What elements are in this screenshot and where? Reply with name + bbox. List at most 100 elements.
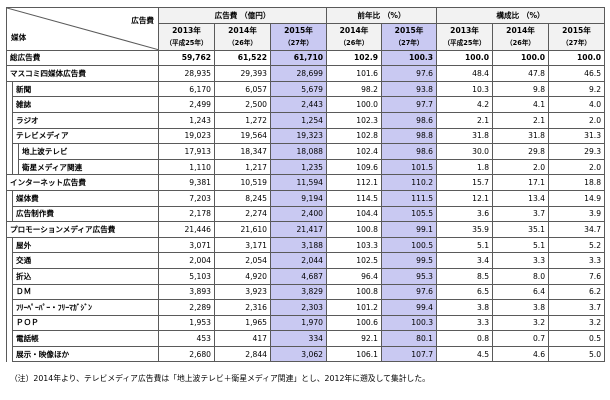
value-cell: 114.5 — [326, 189, 383, 207]
value-cell: 1,970 — [270, 314, 328, 332]
value-cell: 100.5 — [381, 236, 438, 254]
year-header-cell: 2014年 （26年） — [214, 22, 272, 51]
row-label: 展示・映像ほか — [11, 345, 160, 363]
year-header-cell: 2014年 （26年） — [492, 22, 550, 51]
row-label: 地上波テレビ — [17, 143, 160, 160]
value-cell: 3.4 — [436, 252, 494, 269]
value-cell: 19,323 — [270, 127, 328, 145]
year-label: 2015年 — [562, 25, 591, 35]
value-cell: 29.8 — [492, 143, 550, 160]
value-cell: 101.5 — [381, 158, 438, 176]
row-label: マスコミ四媒体広告費 — [5, 65, 160, 82]
value-cell: 3,829 — [270, 283, 328, 301]
table-row: プロモーションメディア広告費 21,446 21,610 21,417 100.8 99.… — [5, 221, 606, 238]
value-cell: 99.1 — [381, 221, 438, 238]
table-row: ＰＯＰ 1,953 1,965 1,970 100.6 100.3 3.3 3.2 3.2 — [6, 314, 606, 332]
value-cell: 2.0 — [492, 158, 550, 176]
value-cell: 1,110 — [158, 158, 216, 176]
value-cell: 1,235 — [270, 158, 328, 176]
row-label: ﾌﾘｰﾍﾟｰﾊﾟｰ・ﾌﾘｰﾏｶﾞｼﾞﾝ — [11, 299, 160, 316]
value-cell: 1,965 — [214, 314, 272, 332]
value-cell: 97.6 — [381, 65, 438, 82]
value-cell: 100.8 — [326, 283, 383, 301]
value-cell: 15.7 — [436, 174, 494, 191]
value-cell: 100.3 — [381, 314, 438, 332]
value-cell: 98.6 — [381, 111, 438, 129]
value-cell: 417 — [214, 330, 272, 347]
value-cell: 100.6 — [326, 314, 383, 332]
value-cell: 101.2 — [326, 299, 383, 316]
year-label: 2014年 — [506, 25, 535, 35]
value-cell: 11,594 — [270, 174, 328, 191]
era-label: （26年） — [228, 38, 257, 47]
value-cell: 1,217 — [214, 158, 272, 176]
value-cell: 6,170 — [158, 80, 216, 98]
value-cell: 3.6 — [436, 205, 494, 223]
value-cell: 1,254 — [270, 111, 328, 129]
value-cell: 9.8 — [492, 80, 550, 98]
value-cell: 61,522 — [214, 49, 272, 67]
value-cell: 28,935 — [158, 65, 216, 82]
table-row: 展示・映像ほか 2,680 2,844 3,062 106.1 107.7 4.5 4.6 5.… — [6, 345, 606, 363]
value-cell: 5.1 — [436, 236, 494, 254]
value-cell: 2,274 — [214, 205, 272, 223]
value-cell: 453 — [158, 330, 216, 347]
row-label: 総広告費 — [5, 49, 160, 67]
value-cell: 110.2 — [381, 174, 438, 191]
row-label: テレビメディア — [11, 127, 160, 145]
value-cell: 13.4 — [492, 189, 550, 207]
row-label: 雑誌 — [11, 96, 160, 113]
value-cell: 10.3 — [436, 80, 494, 98]
row-label: ＰＯＰ — [11, 314, 160, 332]
value-cell: 1.8 — [436, 158, 494, 176]
value-cell: 93.8 — [381, 80, 438, 98]
table-row: 屋外 3,071 3,171 3,188 103.3 100.5 5.1 5.1 5.2 — [6, 236, 606, 254]
value-cell: 100.8 — [326, 221, 383, 238]
value-cell: 21,610 — [214, 221, 272, 238]
value-cell: 2,054 — [214, 252, 272, 269]
value-cell: 61,710 — [270, 49, 328, 67]
value-cell: 2,500 — [214, 96, 272, 113]
table-row: 広告制作費 2,178 2,274 2,400 104.4 105.5 3.6 3.7 3.9 — [6, 205, 606, 223]
group-header-share: 構成比 （%） — [436, 7, 606, 24]
value-cell: 7,203 — [158, 189, 216, 207]
value-cell: 102.9 — [326, 49, 383, 67]
value-cell: 3.3 — [548, 252, 606, 269]
value-cell: 4,687 — [270, 267, 328, 285]
year-header-cell: 2014年 （26年） — [326, 22, 383, 51]
value-cell: 97.7 — [381, 96, 438, 113]
value-cell: 5.1 — [492, 236, 550, 254]
value-cell: 98.2 — [326, 80, 383, 98]
value-cell: 3,188 — [270, 236, 328, 254]
year-header-cell: 2015年 （27年） — [270, 22, 328, 51]
value-cell: 112.1 — [326, 174, 383, 191]
value-cell: 104.4 — [326, 205, 383, 223]
table-row: 折込 5,103 4,920 4,687 96.4 95.3 8.5 8.0 7.6 — [6, 267, 606, 285]
value-cell: 3,171 — [214, 236, 272, 254]
value-cell: 100.0 — [326, 96, 383, 113]
value-cell: 3.3 — [492, 252, 550, 269]
value-cell: 2,844 — [214, 345, 272, 363]
value-cell: 5.0 — [548, 345, 606, 363]
value-cell: 102.5 — [326, 252, 383, 269]
value-cell: 3,893 — [158, 283, 216, 301]
table-row: 交通 2,004 2,054 2,044 102.5 99.5 3.4 3.3 3.3 — [6, 252, 606, 269]
corner-label-ad-spend: 広告費 — [131, 16, 155, 25]
era-label: （平成25年） — [165, 38, 208, 47]
value-cell: 6,057 — [214, 80, 272, 98]
row-label: 電話帳 — [11, 330, 160, 347]
row-label: インターネット広告費 — [5, 174, 160, 191]
value-cell: 5,679 — [270, 80, 328, 98]
value-cell: 31.3 — [548, 127, 606, 145]
value-cell: 12.1 — [436, 189, 494, 207]
value-cell: 29.3 — [548, 143, 606, 160]
value-cell: 35.1 — [492, 221, 550, 238]
value-cell: 9.2 — [548, 80, 606, 98]
value-cell: 99.4 — [381, 299, 438, 316]
value-cell: 17,913 — [158, 143, 216, 160]
value-cell: 2,044 — [270, 252, 328, 269]
value-cell: 8.0 — [492, 267, 550, 285]
year-header-cell: 2013年 （平成25年） — [158, 22, 216, 51]
table-row: 地上波テレビ 17,913 18,347 18,088 102.4 98.6 30.0 29.… — [6, 143, 606, 160]
value-cell: 99.5 — [381, 252, 438, 269]
